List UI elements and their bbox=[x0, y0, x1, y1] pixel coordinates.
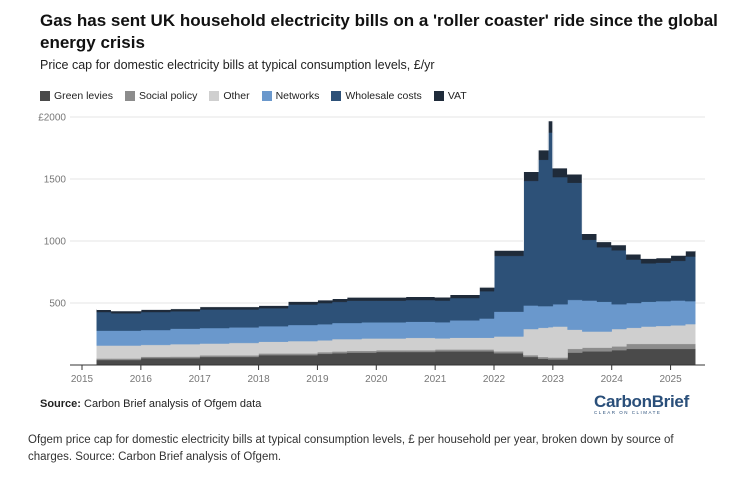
x-tick-label: 2019 bbox=[306, 374, 329, 385]
legend-item-wholesale-costs: Wholesale costs bbox=[331, 90, 422, 102]
total-outline bbox=[96, 120, 696, 312]
figure-caption: Ofgem price cap for domestic electricity… bbox=[28, 434, 674, 463]
legend-swatch-social-policy bbox=[124, 91, 135, 101]
series-area-wholesale-costs bbox=[96, 132, 696, 331]
legend-swatch-wholesale-costs bbox=[331, 91, 342, 101]
source-label: Source: bbox=[40, 398, 81, 410]
legend-label-social-policy: Social policy bbox=[138, 90, 198, 102]
legend-swatch-networks bbox=[261, 91, 272, 101]
x-tick-label: 2021 bbox=[424, 374, 447, 385]
chart-subtitle: Price cap for domestic electricity bills… bbox=[40, 58, 435, 72]
legend-swatch-green-levies bbox=[40, 91, 50, 101]
legend-label-vat: VAT bbox=[447, 90, 467, 102]
chart-plot: 500 1000 1500 £2000 2015 2016 2017 2018 2019 2020… bbox=[38, 113, 705, 385]
legend-item-other: Other bbox=[209, 90, 250, 102]
x-tick-label: 2020 bbox=[365, 374, 388, 385]
y-tick-label: £2000 bbox=[38, 113, 66, 124]
legend-item-networks: Networks bbox=[261, 90, 320, 102]
legend: Green levies Social policy Other Network… bbox=[40, 90, 479, 102]
x-tick-label: 2018 bbox=[247, 374, 270, 385]
x-tick-label: 2017 bbox=[189, 374, 212, 385]
legend-swatch-other bbox=[209, 91, 220, 101]
logo-tagline: CLEAR ON CLIMATE bbox=[594, 410, 662, 415]
x-tick-label: 2016 bbox=[130, 374, 153, 385]
legend-item-green-levies: Green levies bbox=[40, 90, 113, 102]
legend-label-networks: Networks bbox=[275, 90, 320, 102]
y-tick-label: 1000 bbox=[44, 237, 67, 248]
x-tick-label: 2025 bbox=[659, 374, 682, 385]
legend-swatch-vat bbox=[433, 91, 444, 101]
source-note: Source: Carbon Brief analysis of Ofgem d… bbox=[40, 398, 261, 410]
legend-label-wholesale-costs: Wholesale costs bbox=[345, 90, 422, 102]
y-tick-label: 1500 bbox=[44, 175, 67, 186]
x-tick-label: 2023 bbox=[542, 374, 565, 385]
logo-wordmark: CarbonBrief bbox=[594, 392, 689, 411]
y-tick-label: 500 bbox=[49, 299, 66, 310]
legend-label-green-levies: Green levies bbox=[54, 90, 113, 102]
source-text: Carbon Brief analysis of Ofgem data bbox=[84, 398, 262, 410]
carbon-brief-logo: CarbonBrief CLEAR ON CLIMATE bbox=[594, 392, 694, 415]
legend-label-other: Other bbox=[223, 90, 250, 102]
legend-item-social-policy: Social policy bbox=[124, 90, 198, 102]
x-tick-label: 2015 bbox=[71, 374, 94, 385]
x-tick-label: 2024 bbox=[601, 374, 624, 385]
legend-item-vat: VAT bbox=[433, 90, 467, 102]
x-tick-label: 2022 bbox=[483, 374, 506, 385]
chart-title: Gas has sent UK household electricity bi… bbox=[40, 11, 718, 52]
